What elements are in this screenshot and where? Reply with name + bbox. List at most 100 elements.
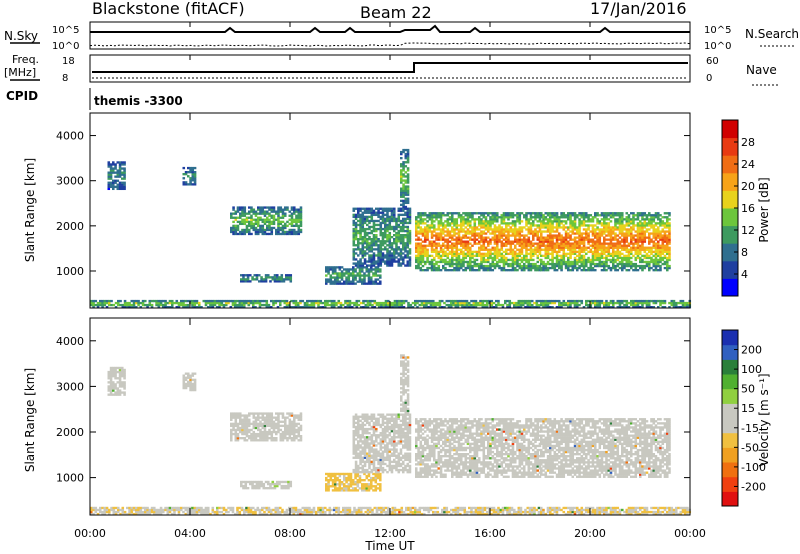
power-cell	[632, 222, 635, 225]
power-cell	[361, 264, 365, 267]
power-cell	[386, 223, 389, 227]
power-cell	[514, 258, 517, 262]
power-cell	[359, 213, 362, 217]
power-cell	[359, 207, 362, 210]
power-cell	[616, 258, 620, 262]
power-cell	[571, 248, 575, 251]
power-cell	[267, 306, 271, 309]
power-cell	[408, 242, 412, 245]
power-cell	[396, 303, 399, 307]
power-cell	[135, 299, 138, 303]
power-cell	[382, 301, 386, 305]
power-cell	[585, 252, 588, 256]
power-cell	[562, 226, 566, 229]
power-cell	[540, 212, 543, 215]
power-cell	[650, 226, 653, 229]
power-cell	[236, 299, 239, 303]
power-cell	[657, 214, 660, 217]
power-cell	[538, 212, 542, 215]
power-cell	[353, 301, 356, 305]
power-cell	[390, 258, 394, 261]
power-cell	[623, 248, 626, 251]
power-cell	[518, 226, 522, 229]
power-cell	[354, 276, 357, 279]
power-cell	[408, 231, 412, 235]
power-cell	[470, 306, 473, 309]
power-cell	[428, 244, 432, 247]
velocity-cell	[248, 412, 251, 415]
power-cell	[297, 214, 301, 217]
power-cell	[567, 226, 570, 229]
power-cell	[576, 262, 579, 266]
power-cell	[173, 301, 176, 305]
power-cell	[509, 244, 513, 247]
velocity-cell	[263, 418, 267, 421]
power-cell	[416, 306, 419, 309]
power-cell	[546, 236, 550, 239]
power-cell	[623, 236, 626, 239]
power-cell	[361, 223, 365, 227]
power-cell	[444, 224, 447, 227]
power-cell	[600, 264, 604, 268]
velocity-cell	[121, 383, 124, 386]
power-cell	[334, 270, 337, 273]
power-cell	[518, 212, 522, 215]
power-cell	[331, 272, 335, 275]
power-cell	[171, 306, 174, 309]
power-cell	[359, 236, 362, 239]
power-cell	[634, 301, 638, 305]
power-cell	[368, 246, 371, 249]
velocity-cell	[230, 418, 233, 421]
power-cell	[641, 306, 644, 309]
power-cell	[451, 260, 454, 264]
power-cell	[555, 256, 559, 260]
power-cell	[121, 163, 124, 166]
power-cell	[393, 258, 396, 261]
power-cell	[123, 163, 126, 166]
power-cell	[532, 232, 535, 235]
power-cell	[544, 269, 548, 272]
power-cell	[573, 256, 577, 260]
power-cell	[538, 250, 542, 254]
power-cell	[603, 220, 606, 223]
power-cell	[496, 244, 499, 247]
power-cell	[109, 183, 113, 186]
power-cell	[648, 214, 651, 217]
power-cell	[491, 269, 495, 272]
power-cell	[518, 230, 522, 233]
power-cell	[553, 212, 557, 215]
power-cell	[357, 211, 360, 214]
power-cell	[484, 240, 488, 243]
velocity-cell	[236, 416, 240, 419]
power-cell	[107, 165, 111, 168]
power-cell	[340, 278, 344, 281]
power-cell	[354, 270, 357, 273]
power-cell	[542, 244, 545, 247]
power-cell	[281, 226, 285, 230]
power-cell	[636, 301, 640, 305]
power-cell	[666, 246, 669, 249]
power-cell	[496, 220, 499, 223]
power-cell	[393, 234, 396, 237]
power-cell	[546, 252, 550, 256]
power-cell	[355, 301, 359, 305]
power-cell	[480, 258, 483, 262]
power-cell	[239, 230, 242, 234]
velocity-cell	[254, 424, 258, 428]
velocity-cell	[109, 379, 113, 382]
power-cell	[450, 303, 453, 307]
power-cell	[399, 252, 403, 255]
power-cell	[492, 301, 496, 305]
power-cell	[444, 258, 447, 262]
power-cell	[408, 262, 412, 265]
power-cell	[295, 214, 298, 217]
power-cell	[571, 220, 575, 223]
power-cell	[361, 207, 365, 210]
power-cell	[402, 209, 405, 212]
power-cell	[457, 260, 461, 264]
power-cell	[356, 272, 360, 275]
power-cell	[502, 256, 506, 260]
power-cell	[551, 238, 554, 241]
power-cell	[368, 244, 371, 247]
power-cell	[257, 212, 260, 215]
